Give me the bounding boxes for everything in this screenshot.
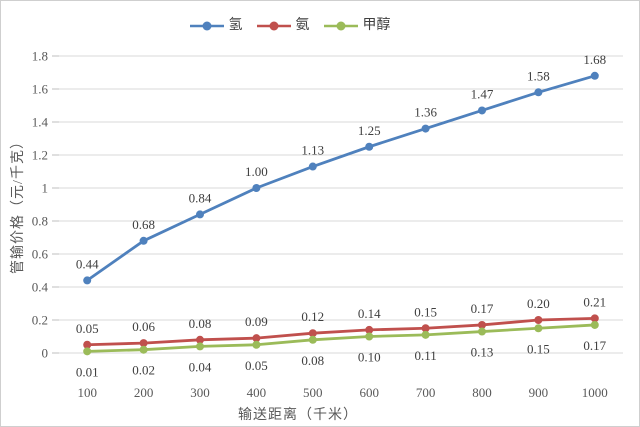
data-point-氢 — [478, 106, 486, 115]
data-point-甲醇 — [478, 327, 486, 336]
data-label-氢: 1.00 — [245, 164, 268, 179]
data-label-甲醇: 0.02 — [132, 363, 155, 378]
y-tick-label: 1.6 — [32, 82, 49, 97]
data-label-氢: 1.68 — [583, 52, 606, 67]
data-point-氢 — [252, 184, 261, 192]
data-label-氢: 1.47 — [471, 86, 494, 101]
x-tick-label: 800 — [472, 385, 492, 400]
data-label-氢: 1.36 — [414, 105, 437, 120]
data-label-甲醇: 0.05 — [245, 358, 268, 373]
x-tick-label: 200 — [134, 385, 154, 400]
y-tick-label: 0.2 — [32, 313, 48, 328]
data-label-甲醇: 0.13 — [471, 345, 494, 360]
data-label-氢: 1.13 — [301, 143, 324, 158]
data-point-氨 — [534, 316, 543, 324]
legend-line-marker-icon — [256, 20, 291, 32]
chart-legend: 氢 氨 甲醇 — [1, 18, 609, 33]
x-tick-label: 400 — [247, 385, 267, 400]
y-tick-label: 0.8 — [32, 214, 48, 229]
data-point-氢 — [139, 236, 148, 245]
x-tick-label: 700 — [416, 385, 436, 400]
series-line-甲醇 — [85, 323, 597, 353]
data-label-甲醇: 0.15 — [527, 341, 550, 356]
data-label-氢: 0.44 — [76, 256, 99, 271]
data-point-氨 — [308, 329, 317, 338]
x-tick-label: 500 — [303, 385, 323, 400]
data-label-氨: 0.17 — [471, 301, 494, 316]
data-label-甲醇: 0.10 — [358, 350, 381, 365]
y-axis-title: 管输价格（元/千克） — [11, 134, 26, 274]
data-point-氢 — [196, 210, 204, 219]
data-point-甲醇 — [139, 345, 148, 354]
y-tick-label: 1.8 — [32, 49, 48, 64]
data-label-氨: 0.15 — [414, 304, 437, 319]
x-tick-label: 300 — [190, 385, 210, 400]
data-point-氨 — [252, 334, 261, 343]
data-label-氨: 0.08 — [189, 316, 212, 331]
x-tick-label: 900 — [529, 385, 549, 400]
legend-item-氢: 氢 — [189, 18, 243, 33]
legend-line-marker-icon — [323, 20, 358, 32]
data-point-氨 — [139, 339, 148, 348]
data-point-氨 — [365, 325, 374, 334]
data-label-氢: 1.25 — [358, 123, 381, 138]
legend-line-marker-icon — [189, 20, 224, 32]
data-point-氢 — [308, 162, 317, 171]
legend-label: 氨 — [295, 18, 310, 33]
data-label-氨: 0.12 — [301, 309, 324, 324]
data-label-甲醇: 0.17 — [583, 338, 606, 353]
data-label-氢: 0.68 — [132, 217, 155, 232]
legend-label: 甲醇 — [362, 18, 391, 33]
data-point-甲醇 — [534, 324, 543, 333]
data-point-甲醇 — [421, 330, 430, 339]
x-tick-label: 100 — [77, 385, 97, 400]
data-point-氨 — [478, 320, 486, 329]
legend-item-氨: 氨 — [256, 18, 310, 33]
data-point-甲醇 — [590, 320, 599, 329]
data-label-甲醇: 0.01 — [76, 364, 99, 379]
data-point-氨 — [196, 335, 204, 344]
x-tick-label: 600 — [359, 385, 379, 400]
data-label-氨: 0.14 — [358, 306, 381, 321]
data-label-氢: 0.84 — [189, 190, 212, 205]
data-point-甲醇 — [308, 335, 317, 344]
series-line-氨 — [85, 316, 597, 347]
y-tick-label: 0.6 — [32, 247, 49, 262]
series-line-氢 — [85, 74, 597, 282]
data-point-甲醇 — [252, 340, 261, 349]
data-point-氢 — [590, 71, 599, 80]
data-label-甲醇: 0.08 — [301, 353, 324, 368]
data-point-氢 — [365, 142, 374, 151]
data-point-氢 — [83, 276, 92, 285]
y-tick-label: 0 — [42, 346, 49, 361]
data-point-氨 — [590, 314, 599, 323]
x-tick-label: 1000 — [582, 385, 608, 400]
data-label-甲醇: 0.11 — [414, 348, 436, 363]
data-label-甲醇: 0.04 — [189, 359, 212, 374]
data-label-氨: 0.05 — [76, 321, 99, 336]
y-tick-label: 1.4 — [32, 115, 49, 130]
data-point-甲醇 — [196, 342, 204, 351]
data-point-氢 — [534, 88, 543, 97]
data-point-甲醇 — [83, 347, 92, 356]
y-tick-label: 1.2 — [32, 148, 48, 163]
data-label-氨: 0.20 — [527, 296, 550, 311]
data-label-氢: 1.58 — [527, 68, 550, 83]
data-label-氨: 0.21 — [583, 294, 606, 309]
data-point-氨 — [83, 340, 92, 349]
x-axis-title: 输送距离（千米） — [238, 408, 358, 423]
data-point-氨 — [421, 324, 430, 333]
data-label-氨: 0.09 — [245, 314, 268, 329]
data-point-甲醇 — [365, 332, 374, 341]
data-label-氨: 0.06 — [132, 319, 155, 334]
y-tick-label: 0.4 — [32, 280, 49, 295]
legend-item-甲醇: 甲醇 — [323, 18, 391, 33]
y-tick-label: 1 — [42, 181, 49, 196]
data-point-氢 — [421, 124, 430, 133]
legend-label: 氢 — [228, 18, 243, 33]
